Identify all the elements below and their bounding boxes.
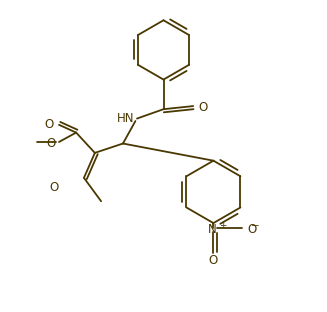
Text: O: O (209, 254, 218, 267)
Text: −: − (251, 221, 260, 231)
Text: O: O (49, 181, 58, 194)
Text: HN: HN (117, 112, 134, 125)
Text: O: O (46, 137, 55, 150)
Text: O: O (199, 101, 208, 114)
Text: O: O (247, 223, 256, 236)
Text: N: N (208, 223, 216, 236)
Text: +: + (219, 221, 227, 230)
Text: O: O (44, 118, 53, 131)
